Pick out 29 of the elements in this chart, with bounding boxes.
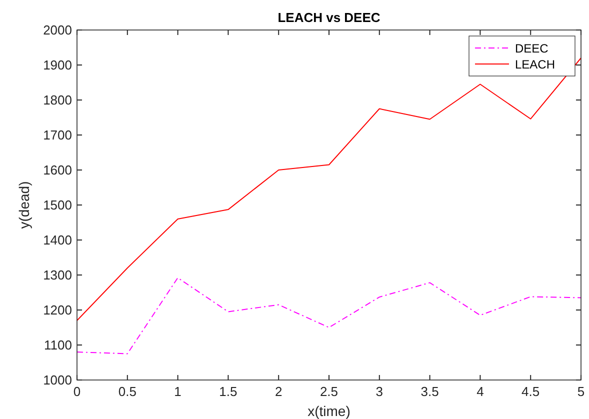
x-tick-label: 0.5 [118, 384, 136, 399]
line-series [76, 58, 582, 321]
x-tick-label: 2.5 [320, 384, 338, 399]
y-tick-label: 1800 [43, 92, 72, 108]
y-axis-title: y(dead) [16, 181, 32, 229]
chart-title: LEACH vs DEEC [278, 10, 381, 25]
y-tick-label: 1500 [43, 198, 72, 212]
x-tick-label: 0 [73, 384, 81, 399]
x-axis-title: x(time) [308, 403, 350, 419]
line-series [76, 277, 582, 354]
x-tick-label: 4.5 [522, 384, 540, 399]
y-tick-label: 1400 [43, 232, 72, 248]
x-tick-label: 1.5 [219, 384, 238, 399]
x-tick-label: 4 [476, 384, 484, 399]
x-tick-label: 3.5 [420, 384, 439, 399]
x-tick-label: 2 [274, 384, 282, 399]
y-tick-label: 1700 [43, 128, 72, 142]
legend-label: LEACH [515, 58, 556, 72]
x-tick-label: 3 [376, 384, 384, 399]
y-tick-label: 1300 [43, 268, 72, 282]
y-tick-label: 1900 [43, 58, 72, 72]
y-tick-label: 1100 [44, 338, 72, 352]
y-tick-label: 1600 [43, 162, 72, 178]
y-tick-label: 1000 [43, 372, 72, 388]
x-tick-label: 1 [174, 384, 182, 399]
y-tick-label: 1200 [43, 302, 72, 318]
x-tick-label: 5 [577, 384, 585, 399]
y-tick-label: 2000 [43, 22, 72, 38]
legend-label: DEEC [515, 42, 549, 56]
